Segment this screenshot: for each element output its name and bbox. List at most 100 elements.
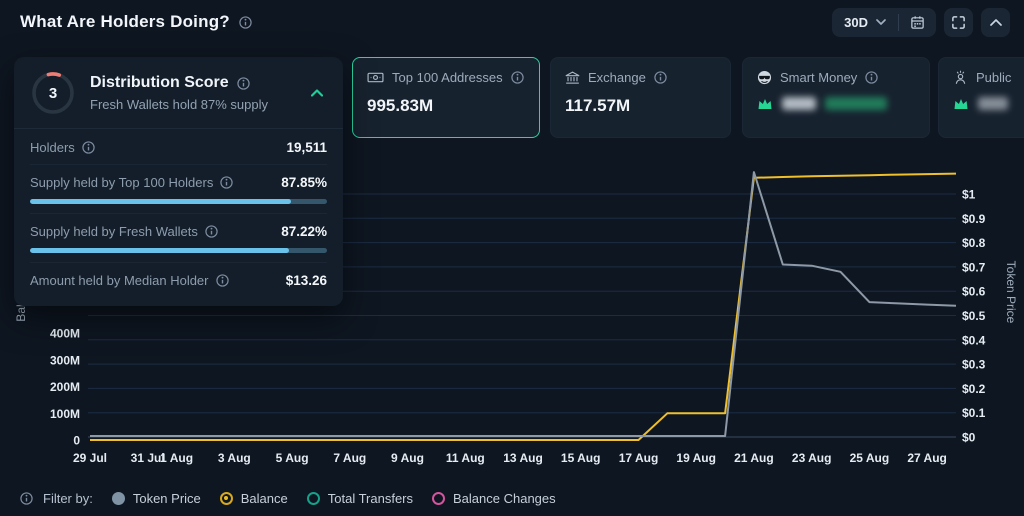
legend-label: Total Transfers (327, 490, 414, 506)
widget-header: What Are Holders Doing? 30D (0, 0, 1024, 44)
token-price-marker-icon (111, 491, 125, 505)
calendar-icon (910, 15, 925, 30)
svg-text:0: 0 (73, 434, 80, 448)
page-title: What Are Holders Doing? (20, 12, 230, 31)
collapse-widget-button[interactable] (981, 7, 1010, 37)
card-label: Smart Money (780, 70, 858, 85)
stat-value: 87.85% (281, 175, 327, 190)
info-icon[interactable] (215, 274, 229, 287)
svg-text:27 Aug: 27 Aug (907, 451, 947, 465)
legend-balance[interactable]: Balance (219, 490, 288, 506)
blurred-value (782, 97, 816, 110)
svg-text:$0.6: $0.6 (962, 285, 986, 299)
svg-text:7 Aug: 7 Aug (333, 451, 366, 465)
svg-text:100M: 100M (50, 407, 80, 421)
svg-text:$0.4: $0.4 (962, 333, 986, 347)
svg-text:3 Aug: 3 Aug (218, 451, 251, 465)
legend-token-price[interactable]: Token Price (111, 490, 201, 506)
score-value: 3 (48, 84, 58, 102)
svg-text:$0.3: $0.3 (962, 358, 986, 372)
legend-total-transfers[interactable]: Total Transfers (306, 490, 414, 506)
stat-row-top100-supply: Supply held by Top 100 Holders 87.85% (30, 165, 327, 214)
blurred-value (978, 97, 1008, 110)
svg-text:23 Aug: 23 Aug (792, 451, 832, 465)
card-exchange[interactable]: Exchange 117.57M (550, 57, 731, 138)
progress-bar (30, 199, 327, 204)
crown-icon (757, 98, 773, 110)
bank-icon (565, 71, 580, 85)
balance-marker-icon (219, 491, 233, 505)
info-icon[interactable] (510, 71, 524, 84)
chevron-up-icon (989, 18, 1002, 26)
info-icon[interactable] (654, 71, 667, 84)
info-icon[interactable] (237, 76, 250, 90)
info-icon[interactable] (865, 71, 878, 84)
stat-label: Holders (30, 140, 75, 155)
card-smart-money[interactable]: Smart Money (742, 57, 930, 138)
legend-label: Balance (240, 490, 288, 506)
legend-label: Balance Changes (453, 490, 556, 506)
svg-text:25 Aug: 25 Aug (850, 451, 890, 465)
stat-label: Supply held by Fresh Wallets (30, 224, 198, 239)
public-figure-icon (953, 70, 968, 85)
chevron-up-icon (311, 89, 323, 97)
info-icon[interactable] (20, 491, 33, 505)
card-label: Exchange (588, 70, 646, 85)
svg-text:$0.7: $0.7 (962, 260, 986, 274)
stat-value: $13.26 (285, 273, 327, 288)
stat-row-median-holder: Amount held by Median Holder $13.26 (30, 263, 327, 297)
svg-text:$0.9: $0.9 (962, 212, 986, 226)
svg-text:1 Aug: 1 Aug (160, 451, 193, 465)
banknote-icon (367, 71, 384, 84)
range-value: 30D (844, 14, 868, 30)
collapse-panel-button[interactable] (307, 85, 327, 101)
svg-text:Token Price: Token Price (1004, 261, 1018, 324)
date-range-control: 30D (832, 7, 936, 37)
info-icon[interactable] (82, 141, 95, 154)
distribution-score-panel: 3 Distribution Score Fresh Wallets hold … (14, 57, 343, 306)
info-icon[interactable] (220, 176, 234, 189)
chevron-down-icon (876, 19, 886, 25)
smart-money-icon (757, 70, 772, 85)
card-top-100-addresses[interactable]: Top 100 Addresses 995.83M (352, 57, 540, 138)
svg-text:$0.2: $0.2 (962, 382, 986, 396)
card-public-figure[interactable]: Public (938, 57, 1024, 138)
chart-filter-bar: Filter by: Token Price Balance Total Tra… (0, 480, 1024, 516)
progress-bar (30, 248, 327, 253)
svg-text:21 Aug: 21 Aug (734, 451, 774, 465)
filter-by-label: Filter by: (43, 490, 93, 506)
svg-text:15 Aug: 15 Aug (561, 451, 601, 465)
svg-text:$1: $1 (962, 188, 976, 202)
stat-row-fresh-wallets-supply: Supply held by Fresh Wallets 87.22% (30, 214, 327, 263)
svg-text:400M: 400M (50, 327, 80, 341)
card-value: 995.83M (367, 96, 434, 115)
panel-title: Distribution Score (90, 74, 229, 91)
svg-text:300M: 300M (50, 353, 80, 367)
svg-text:9 Aug: 9 Aug (391, 451, 424, 465)
calendar-button[interactable] (899, 8, 936, 37)
title-info-icon[interactable] (239, 15, 252, 29)
fullscreen-button[interactable] (944, 7, 973, 37)
svg-text:$0.1: $0.1 (962, 406, 986, 420)
svg-text:$0.8: $0.8 (962, 236, 986, 250)
svg-text:31 Jul: 31 Jul (131, 451, 165, 465)
svg-text:11 Aug: 11 Aug (446, 451, 485, 465)
legend-balance-changes[interactable]: Balance Changes (432, 491, 556, 506)
card-label: Public (976, 70, 1012, 85)
panel-subtitle: Fresh Wallets hold 87% supply (90, 97, 268, 112)
holder-stats-list: Holders 19,511 Supply held by Top 100 Ho… (14, 128, 343, 306)
svg-text:17 Aug: 17 Aug (619, 451, 659, 465)
stat-label: Amount held by Median Holder (30, 273, 209, 288)
divider (898, 13, 899, 31)
svg-text:200M: 200M (50, 380, 80, 394)
stat-label: Supply held by Top 100 Holders (30, 175, 214, 190)
info-icon[interactable] (205, 225, 218, 238)
legend-label: Token Price (132, 490, 201, 506)
svg-text:19 Aug: 19 Aug (676, 451, 716, 465)
card-label: Top 100 Addresses (392, 70, 503, 85)
stat-value: 87.22% (281, 224, 327, 239)
range-selector[interactable]: 30D (832, 8, 898, 37)
stat-row-holders: Holders 19,511 (30, 130, 327, 165)
